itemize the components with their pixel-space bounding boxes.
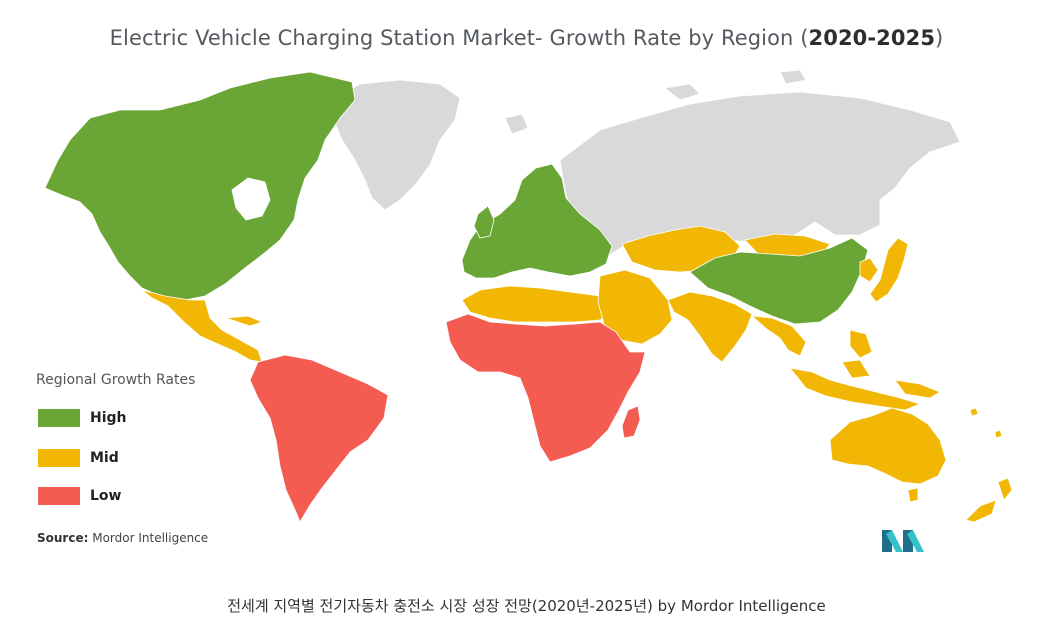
region-uk (473, 205, 495, 239)
source-name: Mordor Intelligence (88, 531, 209, 545)
legend-label-high: High (90, 410, 127, 426)
legend-label-mid: Mid (90, 450, 119, 466)
map-title-text: Electric Vehicle Charging Station Market… (109, 26, 809, 50)
region-greenland (332, 79, 461, 211)
map-title-years: 2020-2025 (808, 26, 936, 50)
region-south-asia (667, 291, 753, 363)
region-madagascar (621, 405, 641, 439)
map-title: Electric Vehicle Charging Station Market… (0, 26, 1053, 50)
region-russia (559, 91, 961, 256)
legend-label-low: Low (90, 488, 122, 504)
legend-swatch-high (38, 409, 80, 427)
region-middle-east (597, 269, 673, 345)
map-title-close: ) (935, 26, 944, 50)
region-sub-saharan-africa (445, 313, 646, 463)
region-australia (829, 407, 947, 503)
region-china (689, 237, 869, 325)
source-prefix: Source: (37, 531, 89, 545)
legend-swatch-low (38, 487, 80, 505)
hudson-bay (231, 177, 271, 221)
source-note: Source: Mordor Intelligence (37, 531, 208, 545)
region-central-america (141, 289, 264, 363)
region-new-zealand (965, 477, 1013, 523)
legend-title: Regional Growth Rates (36, 372, 196, 388)
region-arctic-islands (504, 69, 807, 135)
korean-caption: 전세계 지역별 전기자동차 충전소 시장 성장 전망(2020년-2025년) … (227, 597, 826, 615)
region-europe (461, 163, 613, 279)
region-north-africa (461, 285, 613, 323)
region-south-america (249, 354, 389, 523)
legend-swatch-mid (38, 449, 80, 467)
region-southeast-asia (750, 315, 941, 411)
region-pacific-islands (969, 407, 1003, 439)
region-japan (859, 237, 909, 303)
region-north-america (44, 71, 356, 301)
mordor-logo-icon (882, 530, 924, 552)
